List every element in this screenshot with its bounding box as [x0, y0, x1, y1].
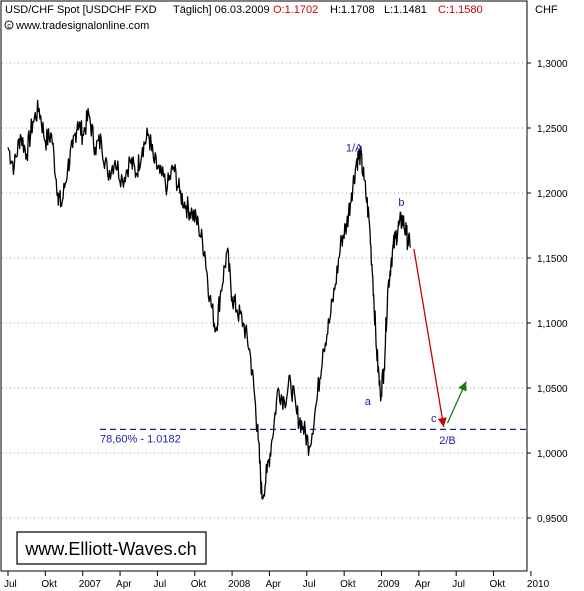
x-tick-label: Jul	[303, 579, 316, 590]
x-tick-label: Okt	[340, 579, 356, 590]
wave-labels: 1/A b a c2/B	[346, 143, 456, 448]
y-tick-label: 1,0000	[537, 449, 568, 460]
plot-frame	[0, 0, 528, 572]
header-high: H:1.1708	[330, 4, 375, 16]
x-tick-label: 2009	[378, 579, 401, 590]
price-line	[7, 99, 411, 500]
forecast-arrow-head	[458, 381, 467, 392]
price-series	[7, 99, 411, 500]
y-tick-label: 1,2500	[537, 124, 568, 135]
forecast-arrow-head	[437, 417, 447, 427]
x-tick-label: Apr	[415, 579, 431, 590]
header-period: Täglich] 06.03.2009	[173, 4, 270, 16]
wave-label: c	[431, 413, 437, 425]
wave-label: 1/A	[346, 143, 363, 155]
y-tick-label: 1,3000	[537, 59, 568, 70]
x-tick-label: Okt	[490, 579, 506, 590]
y-tick-label: 1,2000	[537, 189, 568, 200]
y-tick-label: 0,9500	[537, 514, 568, 525]
wave-label: b	[398, 197, 404, 209]
x-tick-label: Okt	[41, 579, 57, 590]
y-axis-ticks: 1,3000 1,2500 1,2000 1,1500 1,1000 1,0500 1,00…	[527, 59, 568, 525]
watermark-box: www.Elliott-Waves.ch	[16, 531, 207, 565]
y-tick-label: 1,1500	[537, 254, 568, 265]
x-tick-label: Jul	[4, 579, 17, 590]
x-tick-label: 2008	[228, 579, 251, 590]
chart-header: USD/CHF Spot [USDCHF FXD Täglich] 06.03.…	[4, 4, 483, 32]
x-tick-label: Jul	[452, 579, 465, 590]
svg-text:c: c	[7, 23, 11, 30]
wave-label: 2/B	[439, 435, 456, 447]
wave-label: a	[365, 396, 372, 408]
x-tick-label: Apr	[116, 579, 132, 590]
forecast-arrow-line	[413, 248, 445, 428]
x-tick-label: 2007	[79, 579, 102, 590]
forecast-arrows	[413, 248, 467, 428]
x-tick-label: Apr	[265, 579, 281, 590]
y-axis-unit: CHF	[535, 4, 558, 16]
y-tick-label: 1,1000	[537, 319, 568, 330]
header-instrument: USD/CHF Spot [USDCHF FXD	[5, 4, 157, 16]
watermark-text: www.Elliott-Waves.ch	[24, 539, 196, 559]
x-tick-label: Okt	[191, 579, 207, 590]
x-tick-label: Jul	[153, 579, 166, 590]
x-tick-label: 2010	[527, 579, 550, 590]
header-close: C:1.1580	[438, 4, 483, 16]
copyright-icon: c	[4, 20, 14, 30]
x-axis-ticks: Jul Okt 2007 Apr Jul Okt 2008 Apr Jul Okt 2009 Apr J…	[4, 571, 550, 590]
y-tick-label: 1,0500	[537, 384, 568, 395]
header-low: L:1.1481	[384, 4, 427, 16]
fib-level-label: 78,60% - 1.0182	[100, 433, 181, 445]
header-source: www.tradesignalonline.com	[15, 20, 149, 32]
header-open: O:1.1702	[273, 4, 318, 16]
